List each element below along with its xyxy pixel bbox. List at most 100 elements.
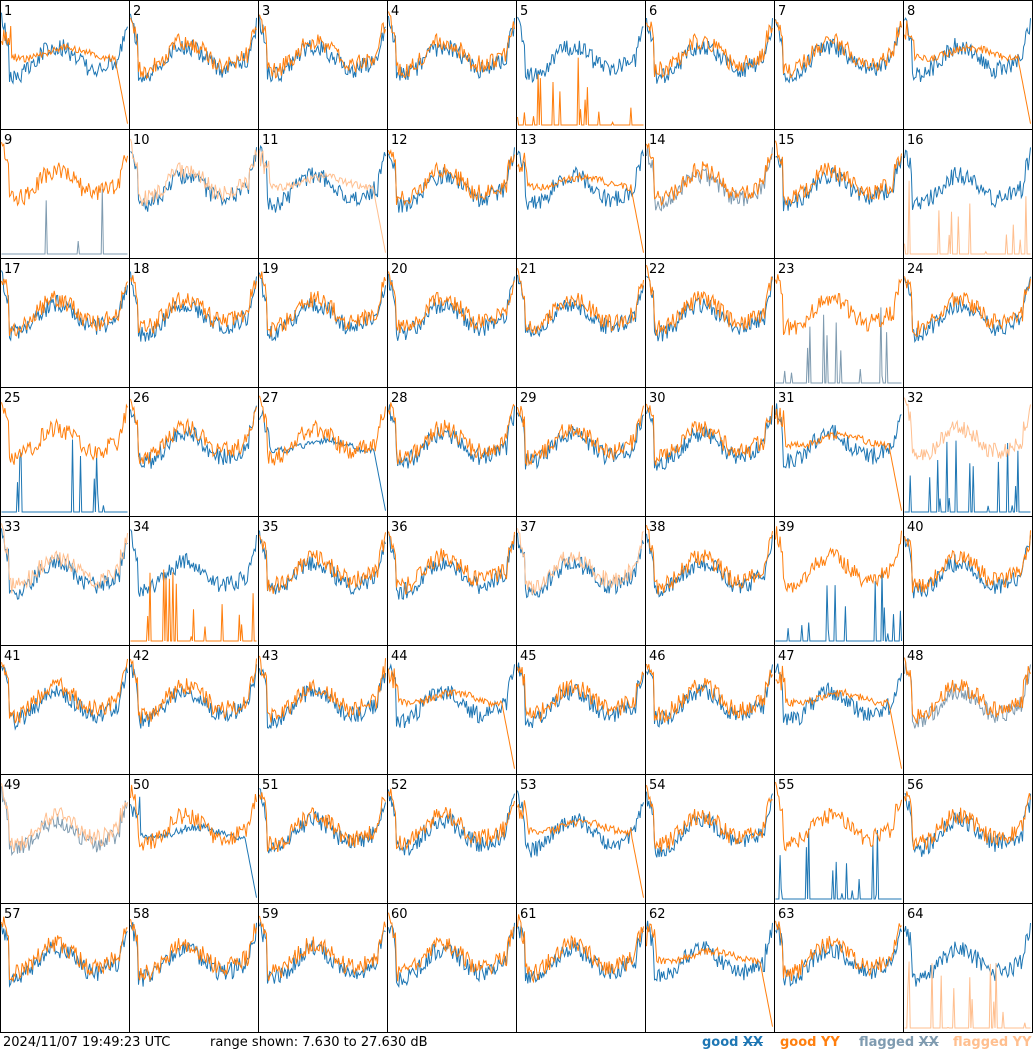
series-yy-15 <box>775 140 902 206</box>
panel-frame <box>258 129 388 259</box>
panel-label: 25 <box>4 391 21 406</box>
panel-22: 22 <box>645 258 775 388</box>
panel-55: 55 <box>774 774 904 904</box>
panel-24: 24 <box>903 258 1033 388</box>
series-yy-64 <box>904 961 1031 1029</box>
panel-21: 21 <box>516 258 646 388</box>
panel-frame <box>258 903 388 1033</box>
panel-label: 3 <box>262 4 270 19</box>
panel-frame <box>129 903 259 1033</box>
panel-frame <box>0 0 130 130</box>
panel-10: 10 <box>129 129 259 259</box>
panel-36: 36 <box>387 516 517 646</box>
panel-label: 60 <box>391 907 408 922</box>
panel-label: 16 <box>907 133 924 148</box>
series-xx-10 <box>130 147 257 212</box>
series-xx-36 <box>388 531 515 600</box>
series-xx-9 <box>1 188 128 255</box>
series-yy-8 <box>904 20 1031 124</box>
series-xx-55 <box>775 828 902 900</box>
series-xx-17 <box>1 270 128 342</box>
panel-9: 9 <box>0 129 130 259</box>
series-xx-16 <box>904 147 1031 211</box>
panel-label: 9 <box>4 133 12 148</box>
series-yy-56 <box>904 791 1031 851</box>
legend-good-xx-pol: XX <box>743 1035 764 1050</box>
series-yy-26 <box>130 398 257 465</box>
panel-38: 38 <box>645 516 775 646</box>
panel-label: 17 <box>4 262 21 277</box>
series-yy-50 <box>130 784 257 851</box>
series-yy-30 <box>646 403 773 466</box>
series-yy-27 <box>259 395 386 466</box>
series-yy-40 <box>904 530 1031 593</box>
panel-27: 27 <box>258 387 388 517</box>
panel-3: 3 <box>258 0 388 130</box>
panel-32: 32 <box>903 387 1033 517</box>
panel-29: 29 <box>516 387 646 517</box>
legend-good-yy: good YY <box>780 1035 840 1050</box>
panel-label: 28 <box>391 391 408 406</box>
panel-frame <box>387 129 517 259</box>
panel-label: 23 <box>778 262 795 277</box>
series-xx-23 <box>775 307 902 384</box>
series-yy-63 <box>775 920 902 982</box>
panel-frame <box>903 903 1033 1033</box>
range-label: range shown: 7.630 to 27.630 dB <box>210 1035 428 1050</box>
series-yy-35 <box>259 532 386 594</box>
panel-label: 7 <box>778 4 786 19</box>
series-xx-38 <box>646 533 773 598</box>
panel-label: 61 <box>520 907 537 922</box>
panel-59: 59 <box>258 903 388 1033</box>
series-xx-30 <box>646 405 773 471</box>
series-xx-18 <box>130 271 257 342</box>
panel-label: 34 <box>133 520 150 535</box>
panel-frame <box>903 387 1033 517</box>
series-xx-52 <box>388 789 515 856</box>
panel-label: 36 <box>391 520 408 535</box>
panel-label: 11 <box>262 133 279 148</box>
panel-label: 24 <box>907 262 924 277</box>
panel-1: 1 <box>0 0 130 130</box>
series-yy-5 <box>517 57 644 126</box>
panel-frame <box>645 645 775 775</box>
series-yy-24 <box>904 276 1031 338</box>
series-yy-55 <box>775 781 902 852</box>
panel-label: 37 <box>520 520 537 535</box>
panel-label: 30 <box>649 391 666 406</box>
series-yy-52 <box>388 788 515 851</box>
series-yy-6 <box>646 21 773 79</box>
panel-label: 47 <box>778 649 795 664</box>
series-yy-2 <box>130 17 257 79</box>
panel-label: 6 <box>649 4 657 19</box>
series-xx-43 <box>259 668 386 729</box>
panel-label: 22 <box>649 262 666 277</box>
panel-64: 64 <box>903 903 1033 1033</box>
series-yy-3 <box>259 14 386 79</box>
series-xx-44 <box>388 663 515 728</box>
series-yy-33 <box>1 523 128 594</box>
series-xx-60 <box>388 922 515 988</box>
panel-label: 2 <box>133 4 141 19</box>
panel-label: 26 <box>133 391 150 406</box>
panel-frame <box>645 774 775 904</box>
panel-label: 42 <box>133 649 150 664</box>
panel-63: 63 <box>774 903 904 1033</box>
series-yy-38 <box>646 524 773 595</box>
panel-label: 57 <box>4 907 21 922</box>
panel-label: 59 <box>262 907 279 922</box>
series-yy-12 <box>388 148 515 206</box>
series-yy-45 <box>517 665 644 723</box>
panel-frame <box>774 0 904 130</box>
panel-8: 8 <box>903 0 1033 130</box>
panel-46: 46 <box>645 645 775 775</box>
panel-39: 39 <box>774 516 904 646</box>
panel-45: 45 <box>516 645 646 775</box>
series-yy-58 <box>130 918 257 982</box>
panel-label: 52 <box>391 778 408 793</box>
panel-30: 30 <box>645 387 775 517</box>
series-xx-32 <box>904 440 1031 513</box>
panel-frame <box>516 516 646 646</box>
legend-good-xx: good XX <box>702 1035 763 1050</box>
series-yy-51 <box>259 792 386 852</box>
